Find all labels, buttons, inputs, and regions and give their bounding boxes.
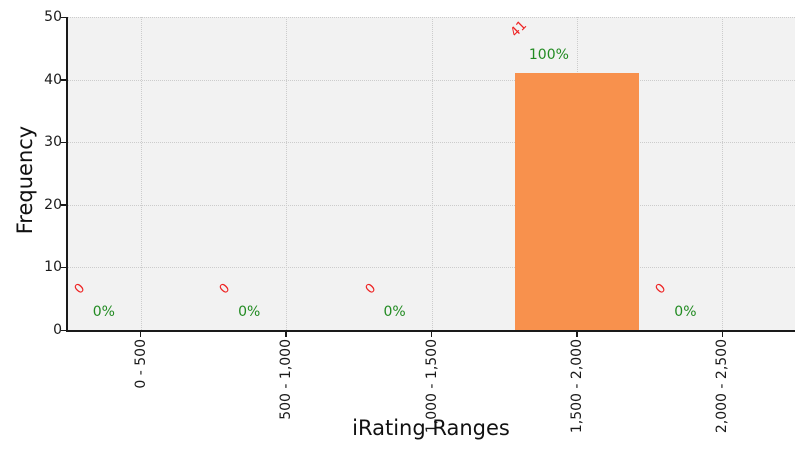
y-tick-label: 10 xyxy=(44,259,62,276)
vertical-gridline xyxy=(286,17,288,330)
y-tick-mark xyxy=(61,204,66,206)
y-tick-mark xyxy=(61,79,66,81)
bar-percent-label: 0% xyxy=(674,304,697,320)
bar-percent-label: 0% xyxy=(383,304,406,320)
x-tick-mark xyxy=(576,332,578,337)
y-tick-mark xyxy=(61,16,66,18)
vertical-gridline xyxy=(722,17,724,330)
x-tick-mark xyxy=(430,332,433,337)
y-tick-mark xyxy=(61,329,66,331)
x-axis-line xyxy=(66,330,795,332)
x-tick-mark xyxy=(721,332,724,337)
x-tick-label: 500 - 1,000 xyxy=(278,339,295,420)
y-axis-line xyxy=(66,17,68,332)
y-tick-label: 30 xyxy=(44,134,62,151)
vertical-gridline xyxy=(140,17,142,330)
bar-percent-label: 0% xyxy=(238,304,261,320)
bar xyxy=(514,73,639,330)
x-tick-mark xyxy=(139,332,142,337)
bar-percent-label: 0% xyxy=(92,304,115,320)
y-tick-label: 50 xyxy=(44,9,62,25)
y-tick-mark xyxy=(61,141,66,144)
y-tick-label: 20 xyxy=(44,196,62,213)
x-tick-label: 0 - 500 xyxy=(132,339,149,389)
y-axis-title: Frequency xyxy=(13,125,37,235)
x-tick-mark xyxy=(285,332,287,337)
x-axis-title: iRating Ranges xyxy=(352,416,510,440)
x-tick-label: 2,000 - 2,500 xyxy=(714,339,731,434)
vertical-gridline xyxy=(431,17,433,330)
y-tick-mark xyxy=(61,266,66,269)
y-tick-label: 0 xyxy=(53,322,62,338)
bar-percent-label: 100% xyxy=(528,47,569,64)
y-tick-label: 40 xyxy=(44,71,62,88)
x-tick-label: 1,500 - 2,000 xyxy=(568,339,585,434)
plot-area xyxy=(68,17,795,330)
